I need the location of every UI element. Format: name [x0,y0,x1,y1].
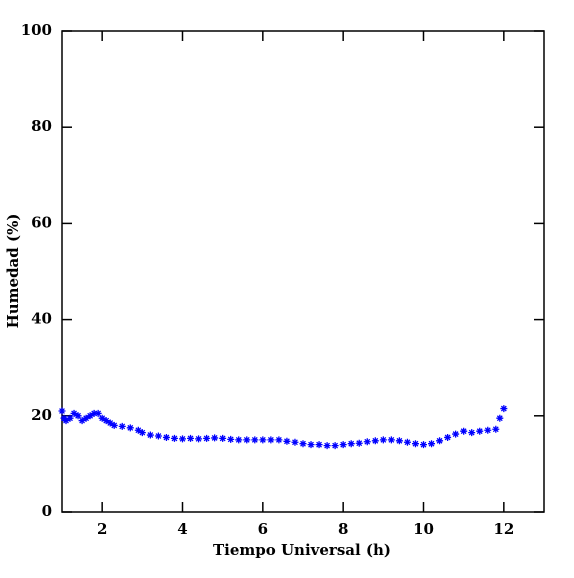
point [460,427,468,435]
point [110,421,118,429]
y-tick-label: 80 [31,117,52,135]
point [444,433,452,441]
point [299,440,307,448]
point [339,441,347,449]
point [452,430,460,438]
point [307,441,315,449]
point [395,437,403,445]
point [476,427,484,435]
point [90,409,98,417]
point [162,433,170,441]
point [331,442,339,450]
y-tick-label: 20 [31,406,52,424]
point [62,417,70,425]
point [259,436,267,444]
x-tick-label: 4 [177,520,187,538]
point [94,409,102,417]
point [98,414,106,422]
point [134,426,142,434]
x-tick-label: 8 [338,520,348,538]
point [58,407,66,415]
point [126,424,134,432]
point [251,436,259,444]
point [420,441,427,449]
point [283,437,291,445]
x-tick-label: 10 [413,520,434,538]
x-tick-label: 2 [97,520,107,538]
point [195,435,203,443]
point [428,440,436,448]
point [496,414,504,422]
point [187,434,195,442]
point [106,419,114,427]
point [211,434,219,442]
point [436,437,444,445]
point [138,429,146,437]
point [347,440,355,448]
point [484,426,492,434]
y-axis-label: Humedad (%) [4,214,22,329]
point [315,441,323,449]
x-tick-label: 6 [258,520,268,538]
point [387,436,395,444]
point [500,405,508,413]
point [118,422,126,430]
point [363,438,371,446]
point [86,412,94,420]
point [70,409,78,417]
point [219,434,227,442]
point [291,438,299,446]
point [243,436,251,444]
point [355,439,363,447]
point [403,438,411,446]
x-axis-label: Tiempo Universal (h) [213,541,391,559]
point [267,436,275,444]
point [179,435,186,443]
point [235,436,243,444]
point [170,434,178,442]
point [78,417,86,425]
y-tick-label: 40 [31,310,52,328]
point [146,431,154,439]
point [323,442,331,450]
y-tick-label: 100 [21,21,52,39]
point [203,434,211,442]
point [66,414,74,422]
point [468,429,476,437]
point [379,436,387,444]
point [154,432,162,440]
plot-frame [61,30,545,513]
x-tick-label: 12 [493,520,514,538]
point [371,437,379,445]
point [411,440,419,448]
point [275,436,283,444]
point [74,412,82,420]
point [227,435,235,443]
point [492,425,500,433]
point [82,414,90,422]
point [102,417,110,425]
y-tick-label: 0 [42,502,52,520]
y-tick-label: 60 [31,213,52,231]
